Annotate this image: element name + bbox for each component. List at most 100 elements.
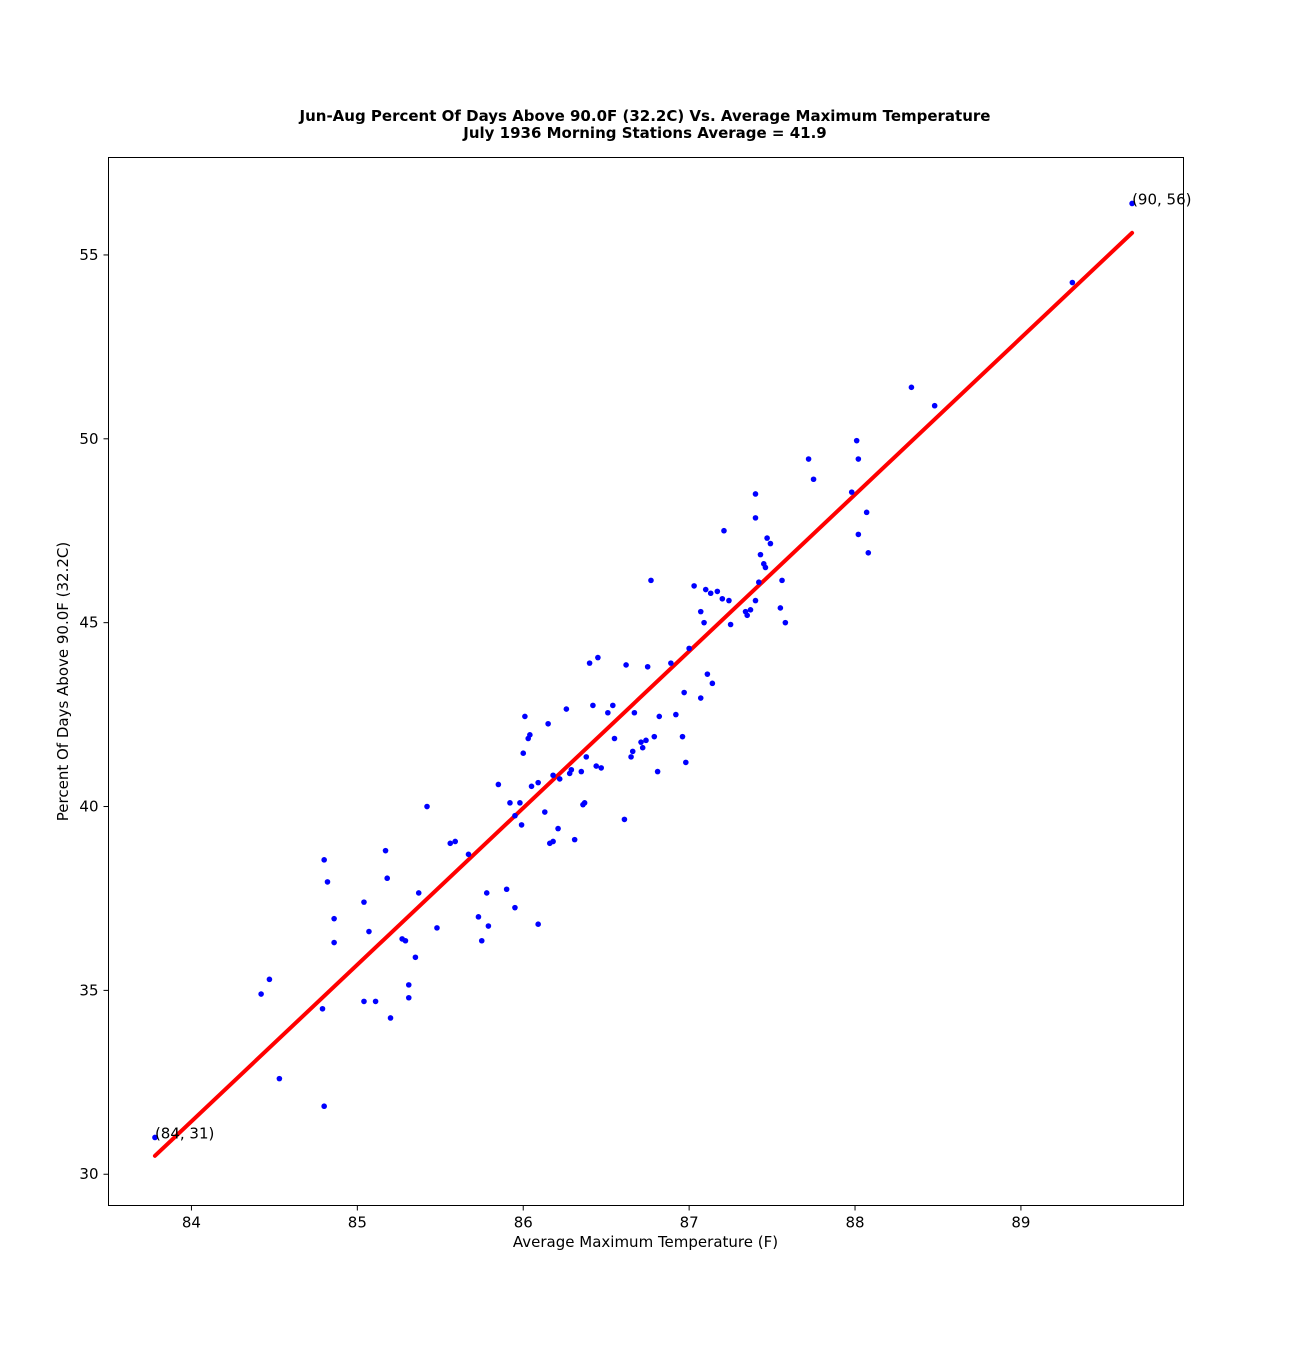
data-point — [1129, 200, 1135, 207]
data-point — [709, 680, 716, 687]
data-point — [424, 803, 430, 810]
data-point — [673, 711, 679, 718]
data-point — [805, 456, 812, 462]
data-point — [583, 754, 590, 760]
x-tick-label: 84 — [182, 1214, 201, 1232]
data-point — [266, 976, 273, 983]
data-point — [276, 1075, 283, 1082]
data-point — [623, 662, 629, 668]
data-point — [863, 509, 870, 516]
data-point — [535, 779, 541, 786]
data-point — [681, 689, 687, 696]
data-point — [495, 781, 502, 788]
data-point — [1069, 279, 1076, 286]
chart-subtitle: July 1936 Morning Stations Average = 41.… — [462, 124, 826, 142]
data-point — [520, 750, 527, 757]
data-point — [595, 654, 601, 661]
data-point — [631, 709, 638, 716]
data-point — [503, 886, 510, 893]
data-point — [621, 816, 628, 823]
data-point — [405, 994, 412, 1001]
plot-frame — [108, 157, 1184, 1206]
data-point — [752, 597, 759, 604]
data-point — [512, 904, 518, 911]
data-point — [412, 954, 419, 961]
data-point — [656, 713, 663, 720]
data-point — [522, 713, 528, 720]
y-tick-label: 35 — [79, 981, 98, 999]
data-point — [387, 1015, 394, 1021]
data-point — [764, 535, 770, 541]
data-point — [848, 489, 855, 495]
y-tick-label: 50 — [79, 430, 98, 448]
data-point — [563, 706, 570, 712]
data-point — [578, 768, 585, 775]
y-axis-label: Percent Of Days Above 90.0F (32.2C) — [54, 542, 72, 821]
point-annotation: (84, 31) — [155, 1124, 214, 1142]
data-point — [452, 838, 459, 845]
data-point — [643, 737, 649, 744]
data-point — [610, 702, 616, 709]
y-tick-label: 45 — [79, 614, 98, 632]
data-point — [593, 763, 600, 769]
data-point — [512, 812, 518, 819]
data-point — [697, 695, 704, 701]
data-point — [767, 540, 774, 547]
data-point — [679, 733, 686, 740]
data-point — [324, 879, 331, 885]
data-point — [475, 914, 482, 920]
y-tick-label: 40 — [79, 798, 98, 816]
data-point — [586, 660, 593, 666]
fit-line-group — [152, 230, 1135, 1158]
data-point — [556, 776, 563, 782]
data-point — [447, 840, 454, 847]
data-point — [611, 735, 618, 742]
data-point — [465, 851, 472, 858]
data-point — [545, 720, 551, 727]
data-point — [366, 928, 372, 935]
data-point — [331, 939, 337, 946]
data-point — [434, 925, 440, 931]
data-point — [384, 875, 391, 882]
x-tick-label: 86 — [514, 1214, 533, 1232]
data-point — [555, 825, 561, 832]
data-point — [704, 671, 711, 677]
data-point — [908, 384, 915, 391]
x-tick-label: 87 — [680, 1214, 699, 1232]
data-point — [719, 595, 726, 602]
data-point — [507, 800, 513, 806]
data-point — [628, 754, 634, 760]
data-point — [527, 732, 533, 738]
data-point — [855, 456, 862, 462]
data-point — [752, 515, 759, 521]
data-point — [518, 822, 525, 828]
data-point — [762, 564, 769, 571]
data-point — [605, 709, 611, 716]
data-point — [702, 586, 709, 593]
data-point — [542, 809, 548, 815]
data-point — [361, 998, 367, 1005]
data-point — [550, 838, 556, 845]
y-tick-label: 30 — [79, 1165, 98, 1183]
scatter-points — [152, 200, 1135, 1141]
data-point — [372, 998, 379, 1005]
data-point — [321, 857, 327, 863]
chart-title: Jun-Aug Percent Of Days Above 90.0F (32.… — [299, 107, 991, 125]
y-tick-label: 55 — [79, 246, 98, 264]
data-point — [535, 921, 541, 927]
data-point — [415, 890, 422, 896]
data-point — [756, 579, 762, 586]
data-point — [568, 766, 575, 773]
x-tick-label: 85 — [348, 1214, 367, 1232]
data-point — [402, 937, 409, 944]
data-point — [865, 549, 872, 556]
data-point — [752, 491, 759, 497]
data-point — [590, 702, 596, 709]
x-tick-label: 89 — [1011, 1214, 1030, 1232]
data-point — [744, 612, 750, 619]
data-point — [478, 937, 485, 944]
data-point — [714, 588, 721, 595]
data-point — [691, 583, 697, 589]
data-point — [331, 915, 337, 922]
data-point — [779, 577, 785, 584]
